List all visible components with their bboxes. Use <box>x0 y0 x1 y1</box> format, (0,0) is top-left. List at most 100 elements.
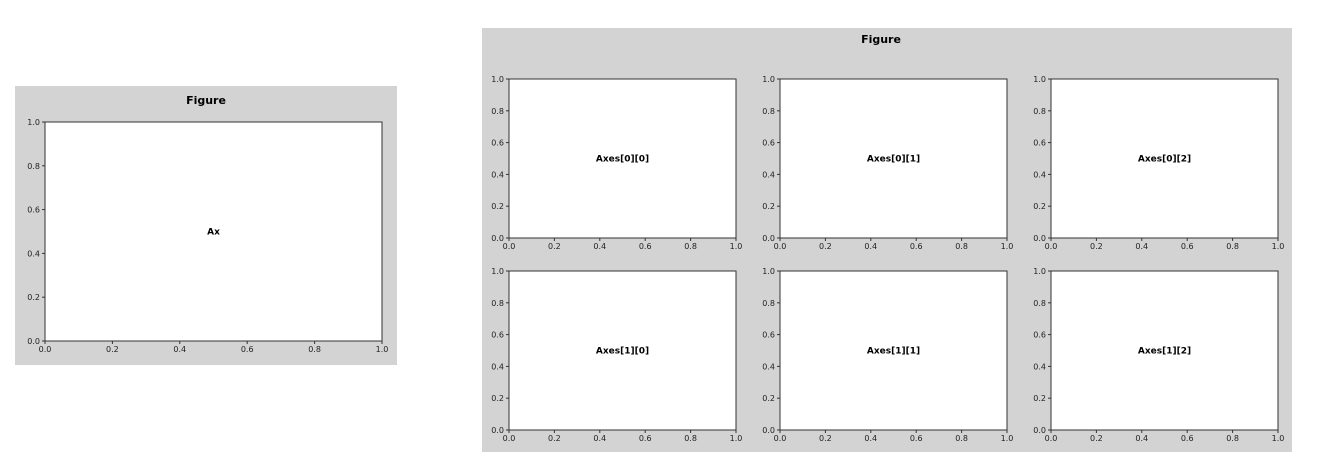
axes: 0.0 0.2 0.4 0.6 0.8 1.0 0.0 0.2 0.4 0.6 0.8 1.0 Axes… <box>1033 75 1284 251</box>
y-tick-label: 0.6 <box>491 331 504 340</box>
axes-label: Ax <box>207 228 220 238</box>
y-tick-label: 0.0 <box>491 426 504 435</box>
y-tick-label: 0.4 <box>27 249 40 258</box>
figure-single: Figure 0.0 0.2 0.4 0.6 0.8 1.0 0.0 0.2 0.4 0.6 0.8… <box>15 86 397 365</box>
x-tick-label: 0.6 <box>1181 242 1194 251</box>
x-tick-label: 0.4 <box>1135 434 1148 443</box>
x-tick-label: 1.0 <box>1272 434 1285 443</box>
x-tick-label: 0.8 <box>684 242 697 251</box>
axes: 0.0 0.2 0.4 0.6 0.8 1.0 0.0 0.2 0.4 0.6 0.8 1.0 Axes… <box>491 267 742 443</box>
y-tick-label: 0.2 <box>1033 202 1046 211</box>
y-tick-label: 0.6 <box>27 206 40 215</box>
x-tick-label: 0.6 <box>241 345 254 354</box>
y-tick-label: 1.0 <box>1033 75 1046 84</box>
figure-grid-canvas: Figure 0.0 0.2 0.4 0.6 0.8 1.0 0.0 0.2 0.4 0.6 0.8… <box>491 33 1284 443</box>
x-tick-label: 0.4 <box>593 434 606 443</box>
axes-frame <box>508 78 737 239</box>
x-tick-label: 0.4 <box>1135 242 1148 251</box>
figure-grid: Figure 0.0 0.2 0.4 0.6 0.8 1.0 0.0 0.2 0.4 0.6 0.8… <box>482 28 1292 452</box>
y-tick-label: 0.8 <box>491 107 504 116</box>
x-tick-label: 0.2 <box>1090 434 1103 443</box>
y-tick-label: 0.2 <box>491 202 504 211</box>
x-tick-label: 0.2 <box>819 242 832 251</box>
axes-frame <box>779 270 1008 431</box>
x-tick-label: 1.0 <box>730 434 743 443</box>
y-tick-label: 0.6 <box>491 139 504 148</box>
axes: 0.0 0.2 0.4 0.6 0.8 1.0 0.0 0.2 0.4 0.6 0.8 1.0 Axes… <box>1033 267 1284 443</box>
figure-single-canvas: Figure 0.0 0.2 0.4 0.6 0.8 1.0 0.0 0.2 0.4 0.6 0.8… <box>27 94 388 354</box>
y-tick-label: 0.0 <box>27 337 40 346</box>
x-tick-label: 1.0 <box>730 242 743 251</box>
y-tick-label: 1.0 <box>491 75 504 84</box>
axes-label: Axes[0][0] <box>596 155 649 165</box>
axes: 0.0 0.2 0.4 0.6 0.8 1.0 0.0 0.2 0.4 0.6 0.8 1.0 Axes… <box>762 75 1013 251</box>
x-tick-label: 0.2 <box>106 345 119 354</box>
y-tick-label: 0.0 <box>491 234 504 243</box>
y-tick-label: 1.0 <box>1033 267 1046 276</box>
axes-label: Axes[0][2] <box>1138 155 1191 165</box>
y-tick-label: 0.0 <box>762 234 775 243</box>
x-tick-label: 0.0 <box>503 434 516 443</box>
y-tick-label: 0.8 <box>762 299 775 308</box>
y-tick-label: 0.2 <box>1033 394 1046 403</box>
x-tick-label: 0.0 <box>774 434 787 443</box>
x-tick-label: 0.6 <box>910 242 923 251</box>
y-tick-label: 1.0 <box>762 267 775 276</box>
axes: 0.0 0.2 0.4 0.6 0.8 1.0 0.0 0.2 0.4 0.6 0.8 1.0 Ax <box>27 118 388 354</box>
x-tick-label: 1.0 <box>376 345 389 354</box>
y-tick-label: 1.0 <box>762 75 775 84</box>
axes-label: Axes[1][1] <box>867 347 920 357</box>
y-tick-label: 0.6 <box>1033 139 1046 148</box>
y-tick-label: 0.4 <box>491 170 504 179</box>
y-tick-label: 0.4 <box>762 170 775 179</box>
y-tick-label: 1.0 <box>27 118 40 127</box>
y-tick-label: 0.2 <box>27 293 40 302</box>
x-tick-label: 1.0 <box>1001 242 1014 251</box>
x-tick-label: 0.8 <box>684 434 697 443</box>
y-tick-label: 0.6 <box>762 139 775 148</box>
x-tick-label: 0.0 <box>39 345 52 354</box>
y-tick-label: 0.8 <box>1033 299 1046 308</box>
y-tick-label: 0.6 <box>1033 331 1046 340</box>
figure-title: Figure <box>186 94 226 107</box>
y-tick-label: 0.4 <box>762 362 775 371</box>
x-tick-label: 0.4 <box>173 345 186 354</box>
x-tick-label: 0.6 <box>639 434 652 443</box>
x-tick-label: 0.2 <box>548 434 561 443</box>
y-tick-label: 0.2 <box>762 394 775 403</box>
x-tick-label: 0.8 <box>308 345 321 354</box>
axes-label: Axes[0][1] <box>867 155 920 165</box>
y-tick-label: 0.4 <box>491 362 504 371</box>
y-tick-label: 0.0 <box>1033 426 1046 435</box>
x-tick-label: 0.8 <box>955 434 968 443</box>
x-tick-label: 0.2 <box>1090 242 1103 251</box>
y-tick-label: 0.4 <box>1033 362 1046 371</box>
y-tick-label: 1.0 <box>491 267 504 276</box>
axes-frame <box>1050 78 1279 239</box>
axes-frame <box>44 121 383 342</box>
y-tick-label: 0.0 <box>1033 234 1046 243</box>
axes-frame <box>508 270 737 431</box>
axes-label: Axes[1][0] <box>596 347 649 357</box>
axes-frame <box>1050 270 1279 431</box>
figure-title: Figure <box>861 33 901 46</box>
x-tick-label: 0.0 <box>1045 434 1058 443</box>
x-tick-label: 0.6 <box>1181 434 1194 443</box>
y-tick-label: 0.0 <box>762 426 775 435</box>
x-tick-label: 0.0 <box>1045 242 1058 251</box>
axes-frame <box>779 78 1008 239</box>
y-tick-label: 0.2 <box>491 394 504 403</box>
x-tick-label: 0.4 <box>864 434 877 443</box>
x-tick-label: 1.0 <box>1272 242 1285 251</box>
y-tick-label: 0.8 <box>491 299 504 308</box>
y-tick-label: 0.8 <box>27 162 40 171</box>
x-tick-label: 0.8 <box>955 242 968 251</box>
y-tick-label: 0.8 <box>1033 107 1046 116</box>
y-tick-label: 0.8 <box>762 107 775 116</box>
x-tick-label: 0.0 <box>503 242 516 251</box>
x-tick-label: 0.6 <box>910 434 923 443</box>
x-tick-label: 0.4 <box>864 242 877 251</box>
x-tick-label: 1.0 <box>1001 434 1014 443</box>
x-tick-label: 0.8 <box>1226 242 1239 251</box>
x-tick-label: 0.2 <box>819 434 832 443</box>
